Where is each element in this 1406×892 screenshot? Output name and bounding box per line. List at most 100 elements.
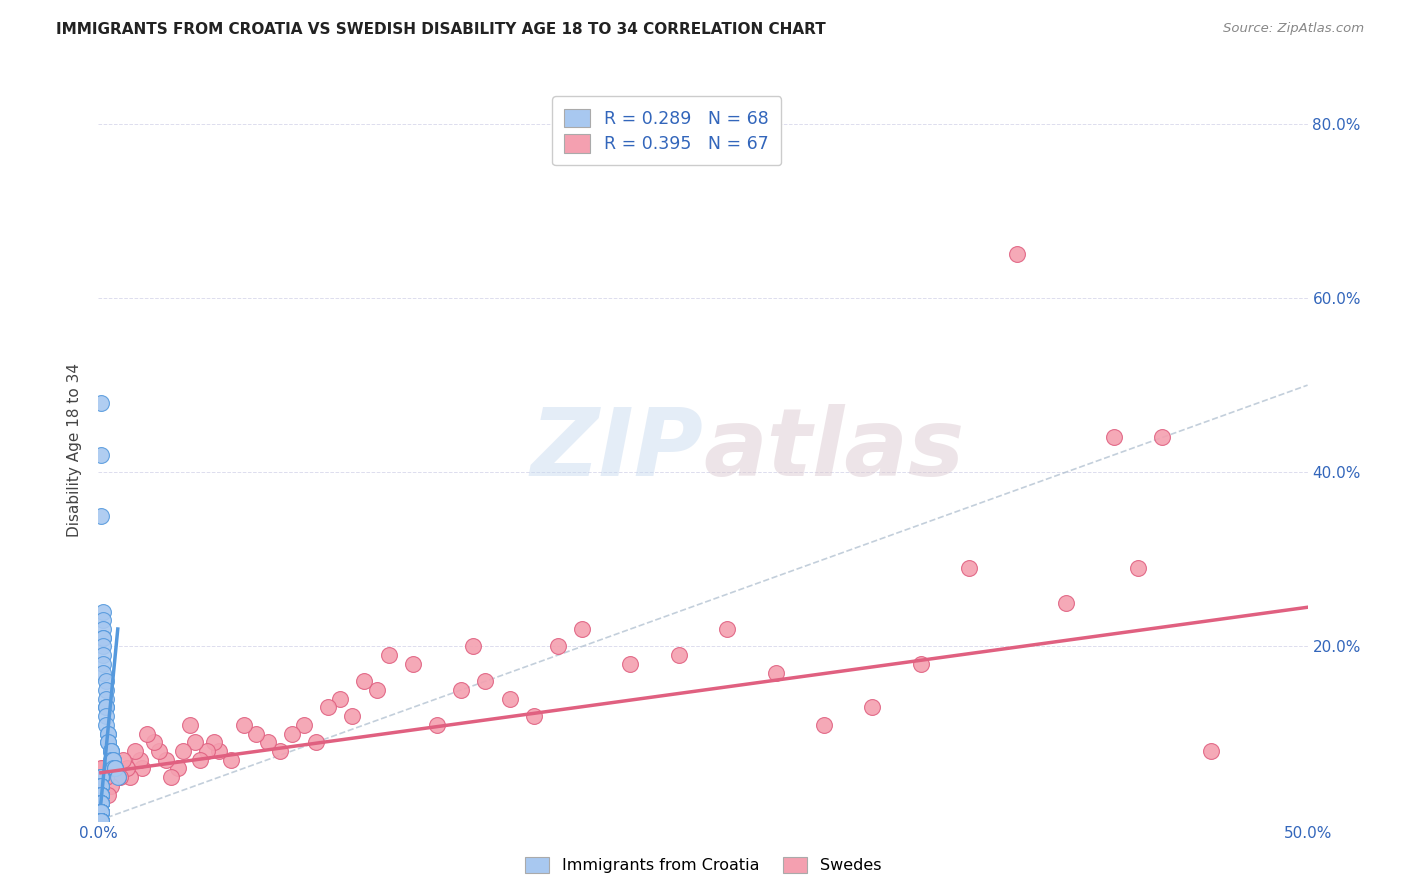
Point xyxy=(571,622,593,636)
Point xyxy=(1102,430,1125,444)
Point xyxy=(221,753,243,767)
Point xyxy=(90,805,112,819)
Point xyxy=(90,814,112,828)
Point xyxy=(305,735,328,749)
Point xyxy=(90,779,112,793)
Point xyxy=(292,718,315,732)
Point xyxy=(619,657,641,671)
Point xyxy=(90,770,112,784)
Point xyxy=(155,753,177,767)
Point xyxy=(90,796,112,810)
Point xyxy=(474,674,496,689)
Point xyxy=(143,735,166,749)
Point xyxy=(1054,596,1077,610)
Point xyxy=(523,709,546,723)
Point xyxy=(90,805,112,819)
Point xyxy=(329,691,352,706)
Point xyxy=(91,665,114,680)
Point xyxy=(179,718,201,732)
Point xyxy=(104,761,127,775)
Point xyxy=(90,448,112,462)
Point xyxy=(100,744,122,758)
Point xyxy=(90,814,112,828)
Point xyxy=(90,805,112,819)
Point xyxy=(90,770,112,784)
Point xyxy=(90,788,112,802)
Point xyxy=(135,726,157,740)
Point xyxy=(94,700,117,714)
Point xyxy=(245,726,267,740)
Point xyxy=(118,770,141,784)
Point xyxy=(91,631,114,645)
Point xyxy=(111,753,134,767)
Point xyxy=(1152,430,1174,444)
Point xyxy=(90,761,112,775)
Point xyxy=(184,735,207,749)
Point xyxy=(91,613,114,627)
Point xyxy=(1199,744,1222,758)
Point xyxy=(90,814,112,828)
Point xyxy=(450,683,472,698)
Point xyxy=(94,718,117,732)
Point xyxy=(1128,561,1150,575)
Point xyxy=(90,805,112,819)
Point xyxy=(90,805,112,819)
Point xyxy=(498,691,520,706)
Point xyxy=(90,779,112,793)
Point xyxy=(716,622,738,636)
Point xyxy=(90,796,112,810)
Point xyxy=(90,770,112,784)
Point xyxy=(90,788,112,802)
Point xyxy=(97,788,120,802)
Legend: R = 0.289   N = 68, R = 0.395   N = 67: R = 0.289 N = 68, R = 0.395 N = 67 xyxy=(553,96,782,165)
Point xyxy=(668,648,690,662)
Point xyxy=(90,814,112,828)
Point xyxy=(957,561,980,575)
Point xyxy=(101,753,124,767)
Point xyxy=(1007,247,1029,261)
Point xyxy=(90,770,112,784)
Point xyxy=(90,788,112,802)
Point xyxy=(204,735,226,749)
Point xyxy=(91,648,114,662)
Point xyxy=(124,744,146,758)
Point xyxy=(813,718,835,732)
Point xyxy=(232,718,254,732)
Point xyxy=(366,683,388,698)
Text: atlas: atlas xyxy=(703,404,965,497)
Point xyxy=(107,770,129,784)
Point xyxy=(90,796,112,810)
Point xyxy=(90,395,112,409)
Point xyxy=(128,753,150,767)
Point xyxy=(90,770,112,784)
Point xyxy=(91,631,114,645)
Point xyxy=(94,700,117,714)
Text: IMMIGRANTS FROM CROATIA VS SWEDISH DISABILITY AGE 18 TO 34 CORRELATION CHART: IMMIGRANTS FROM CROATIA VS SWEDISH DISAB… xyxy=(56,22,825,37)
Point xyxy=(269,744,291,758)
Point xyxy=(97,735,120,749)
Point xyxy=(90,796,112,810)
Point xyxy=(188,753,211,767)
Point xyxy=(91,640,114,654)
Point xyxy=(100,744,122,758)
Point xyxy=(90,814,112,828)
Text: ZIP: ZIP xyxy=(530,404,703,497)
Point xyxy=(90,788,112,802)
Point xyxy=(97,726,120,740)
Point xyxy=(90,779,112,793)
Point xyxy=(90,796,112,810)
Point xyxy=(90,805,112,819)
Point xyxy=(91,605,114,619)
Point xyxy=(208,744,231,758)
Y-axis label: Disability Age 18 to 34: Disability Age 18 to 34 xyxy=(67,363,83,538)
Point xyxy=(100,753,122,767)
Point xyxy=(910,657,932,671)
Point xyxy=(90,796,112,810)
Point xyxy=(91,622,114,636)
Point xyxy=(90,788,112,802)
Point xyxy=(172,744,194,758)
Point xyxy=(97,735,120,749)
Point xyxy=(104,761,127,775)
Point xyxy=(101,761,124,775)
Point xyxy=(148,744,170,758)
